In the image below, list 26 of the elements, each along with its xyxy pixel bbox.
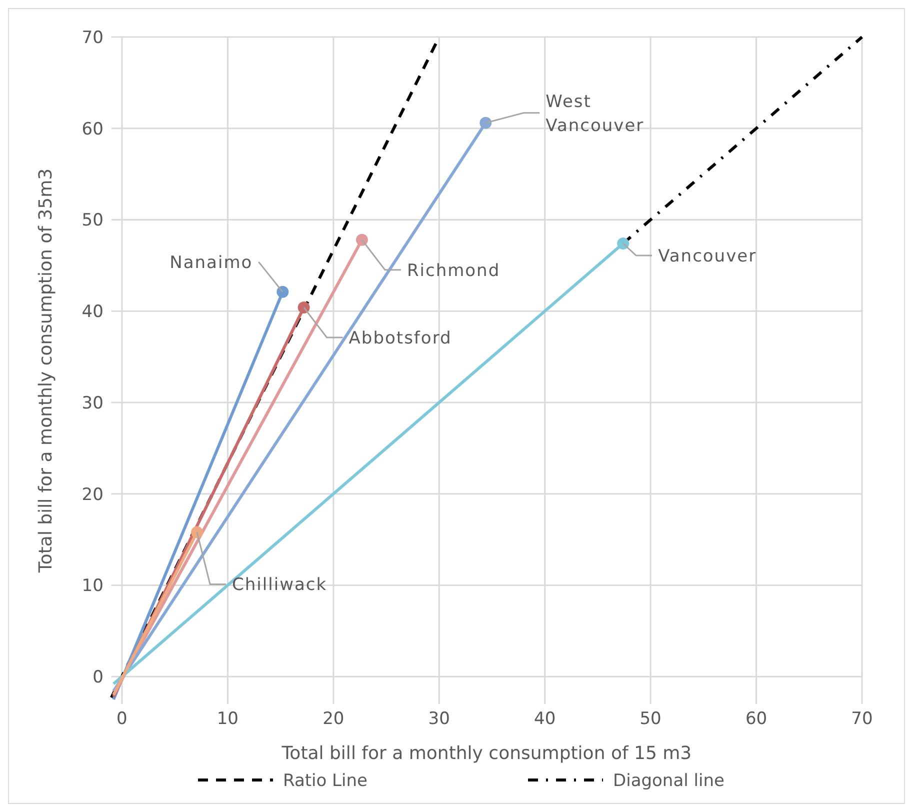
y-tick-label: 30 xyxy=(82,393,104,414)
text: Chilliwack xyxy=(232,575,328,596)
series-label: Vancouver xyxy=(658,246,757,266)
x-tick-label: 50 xyxy=(640,709,662,729)
x-tick-label: 30 xyxy=(428,709,450,729)
y-tick-label: 40 xyxy=(82,302,104,322)
y-tick-label: 50 xyxy=(82,210,104,231)
y-axis-title: Total bill for a monthly consumption of 35m3 xyxy=(35,168,56,574)
legend-label: Diagonal line xyxy=(613,771,724,791)
x-tick-label: 60 xyxy=(745,709,768,729)
y-tick-label: 0 xyxy=(92,668,104,688)
x-axis-title: Total bill for a monthly consumption of 15 m3 xyxy=(280,743,692,764)
x-tick-label: 70 xyxy=(851,709,873,729)
series-label: Nanaimo xyxy=(170,252,253,273)
x-tick-label: 10 xyxy=(216,709,239,729)
x-tick-label: 20 xyxy=(322,709,344,729)
y-tick-label: 20 xyxy=(82,484,104,505)
legend-label: Ratio Line xyxy=(283,771,368,791)
text: Abbotsford xyxy=(348,328,452,348)
y-tick-label: 70 xyxy=(82,28,104,48)
text: West Vancouver xyxy=(546,92,644,136)
text: Richmond xyxy=(406,260,500,281)
x-tick-label: 0 xyxy=(116,709,128,729)
x-tick-label: 40 xyxy=(534,709,556,729)
y-tick-label: 60 xyxy=(82,119,104,140)
y-tick-label: 10 xyxy=(82,576,104,596)
